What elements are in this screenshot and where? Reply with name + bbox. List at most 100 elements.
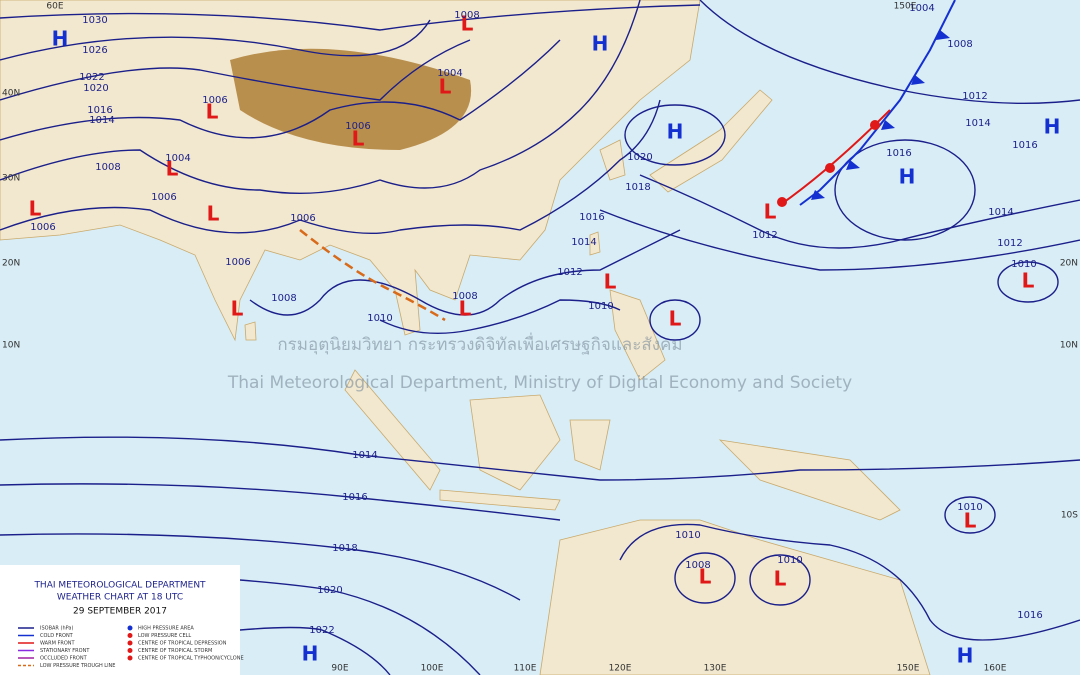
pressure-center: L	[764, 200, 777, 224]
longitude-label: 90E	[331, 664, 348, 674]
isobar-label: 1018	[332, 543, 357, 554]
latitude-label: 30N	[2, 174, 20, 184]
isobar-label: 1020	[83, 83, 108, 94]
isobar	[0, 4, 701, 31]
isobar	[0, 39, 561, 141]
front-bump	[777, 197, 787, 207]
pressure-center: L	[29, 197, 42, 221]
legend-text: CENTRE OF TROPICAL STORM	[138, 648, 212, 654]
isobar-label: 1008	[454, 10, 479, 21]
isobar-label: 1010	[957, 502, 982, 513]
isobar-label: 1016	[886, 148, 911, 159]
legend-text: ISOBAR (hPa)	[40, 626, 73, 632]
isobar-label: 1006	[290, 213, 315, 224]
warm-front-bumps	[777, 120, 880, 207]
isobar	[0, 99, 661, 235]
isobar-label: 1008	[947, 39, 972, 50]
japan	[649, 89, 773, 193]
isobar-label: 1016	[1017, 610, 1042, 621]
isobar-label: 1026	[82, 45, 107, 56]
pressure-center: L	[352, 127, 365, 151]
isobar-label: 1030	[82, 15, 107, 26]
isobar-label: 1020	[317, 585, 342, 596]
legend-text: LOW PRESSURE CELL	[138, 633, 191, 639]
isobar	[239, 579, 481, 675]
front-barb	[811, 190, 825, 200]
pressure-center: L	[166, 157, 179, 181]
isobar-label: 1014	[965, 118, 990, 129]
isobar-label: 1016	[579, 212, 604, 223]
legend-box	[0, 565, 240, 675]
front-barb	[881, 120, 895, 130]
legend: THAI METEOROLOGICAL DEPARTMENT WEATHER C…	[0, 565, 244, 675]
isobar	[0, 436, 1080, 481]
front-barb	[846, 160, 860, 170]
isobar-label: 1014	[352, 450, 377, 461]
longitude-label: 100E	[421, 664, 444, 674]
longitude-label: 130E	[704, 664, 727, 674]
agency: THAI METEOROLOGICAL DEPARTMENT	[33, 581, 206, 591]
longitude-label: 150E	[894, 2, 917, 12]
longitude-label: 120E	[609, 664, 632, 674]
isobar-label: 1004	[437, 68, 462, 79]
isobar-label: 1010	[1011, 259, 1036, 270]
latitude-label: 20N	[1060, 259, 1078, 269]
latitude-label: 10N	[2, 341, 20, 351]
watermark-english: Thai Meteorological Department, Ministry…	[227, 373, 852, 393]
isobar	[0, 0, 641, 195]
isobar-label: 1004	[909, 3, 934, 14]
new-guinea	[718, 439, 901, 521]
java	[439, 489, 561, 511]
pressure-center: H	[52, 27, 69, 51]
pressure-center: L	[774, 567, 787, 591]
pressure-center: L	[207, 202, 220, 226]
isobar-label: 1006	[30, 222, 55, 233]
pressure-center: L	[964, 509, 977, 533]
legend-text: OCCLUDED FRONT	[40, 656, 88, 662]
legend-text: LOW PRESSURE TROUGH LINE	[40, 663, 115, 669]
isobar-label: 1012	[752, 230, 777, 241]
isobar	[624, 104, 726, 166]
pressure-center: H	[957, 644, 974, 668]
sri-lanka	[244, 321, 257, 341]
legend-symbol	[127, 633, 133, 638]
longitude-label: 160E	[984, 664, 1007, 674]
australia	[539, 519, 931, 675]
isobar	[674, 552, 736, 604]
pressure-center: H	[667, 120, 684, 144]
isobar	[0, 533, 521, 601]
chart-date: 29 SEPTEMBER 2017	[73, 607, 167, 617]
isobar-label: 1012	[962, 91, 987, 102]
isobar	[639, 174, 1080, 249]
legend-symbol	[127, 625, 133, 631]
longitude-label: 150E	[897, 664, 920, 674]
isobar-label: 1022	[309, 625, 334, 636]
cold-front-barbs	[811, 30, 950, 200]
isobar-label: 1014	[571, 237, 596, 248]
front-barb	[911, 75, 925, 85]
legend-text: CENTRE OF TROPICAL DEPRESSION	[138, 641, 227, 647]
isobar-label: 1010	[675, 530, 700, 541]
isobar	[749, 554, 811, 606]
taiwan	[589, 231, 601, 256]
isobar	[619, 523, 1080, 641]
legend-text: HIGH PRESSURE AREA	[138, 626, 194, 632]
isobar-label: 1012	[997, 238, 1022, 249]
pressure-center: L	[459, 297, 472, 321]
isobar	[599, 209, 1080, 271]
isobar-label: 1020	[627, 152, 652, 163]
isobar-label: 1014	[89, 115, 114, 126]
pressure-center: L	[461, 12, 474, 36]
isobar	[0, 39, 471, 101]
isobar-label: 1006	[225, 257, 250, 268]
pressure-center: L	[231, 297, 244, 321]
isobar-label: 1016	[87, 105, 112, 116]
isobar	[649, 299, 701, 341]
sulawesi	[569, 419, 611, 471]
isobar-label: 1008	[452, 291, 477, 302]
land	[0, 0, 931, 675]
longitude-label: 110E	[514, 664, 537, 674]
